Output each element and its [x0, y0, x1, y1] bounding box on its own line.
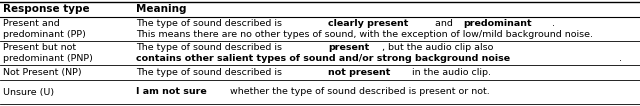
- Text: The type of sound described is: The type of sound described is: [136, 19, 285, 28]
- Text: Present and: Present and: [3, 19, 60, 28]
- Text: contains other salient types of sound and/or strong background noise: contains other salient types of sound an…: [136, 54, 510, 63]
- Text: The type of sound described is: The type of sound described is: [136, 43, 285, 52]
- Text: Present but not: Present but not: [3, 43, 76, 52]
- Text: not present: not present: [328, 68, 391, 77]
- Text: The type of sound described is: The type of sound described is: [136, 68, 285, 77]
- Text: .: .: [619, 54, 622, 63]
- Text: Not Present (NP): Not Present (NP): [3, 68, 82, 77]
- Text: Unsure (U): Unsure (U): [3, 87, 54, 96]
- Text: Response type: Response type: [3, 4, 90, 15]
- Text: I am not sure: I am not sure: [136, 87, 207, 96]
- Text: whether the type of sound described is present or not.: whether the type of sound described is p…: [227, 87, 490, 96]
- Text: predominant (PNP): predominant (PNP): [3, 54, 93, 63]
- Text: and: and: [432, 19, 456, 28]
- Text: This means there are no other types of sound, with the exception of low/mild bac: This means there are no other types of s…: [136, 30, 593, 39]
- Text: Meaning: Meaning: [136, 4, 187, 15]
- Text: in the audio clip.: in the audio clip.: [409, 68, 491, 77]
- Text: , but the audio clip also: , but the audio clip also: [381, 43, 493, 52]
- Text: clearly present: clearly present: [328, 19, 409, 28]
- Text: predominant (PP): predominant (PP): [3, 30, 86, 39]
- Text: present: present: [328, 43, 370, 52]
- Text: .: .: [552, 19, 554, 28]
- Text: predominant: predominant: [463, 19, 532, 28]
